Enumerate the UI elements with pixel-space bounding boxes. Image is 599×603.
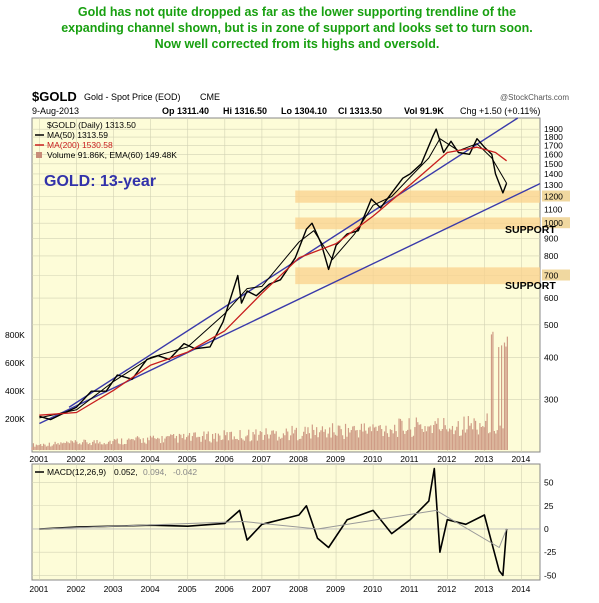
macd-x-tick-label: 2001 <box>29 584 48 594</box>
header-volume: Vol 91.9K <box>404 106 444 116</box>
price-tick-label: 1400 <box>544 169 563 179</box>
macd-x-tick-label: 2009 <box>326 584 345 594</box>
price-tick-label: 300 <box>544 395 558 405</box>
header-high: Hi 1316.50 <box>223 106 267 116</box>
price-tick-label: 700 <box>544 271 558 281</box>
header-name: Gold - Spot Price (EOD) <box>84 92 181 102</box>
volume-axis-label: 200K <box>5 414 25 424</box>
x-tick-label: 2008 <box>289 454 308 464</box>
volume-axis-label: 400K <box>5 386 25 396</box>
legend-ma50: MA(50) 1313.59 <box>47 130 108 140</box>
x-tick-label: 2006 <box>215 454 234 464</box>
price-tick-highlight <box>542 217 570 229</box>
x-tick-label: 2007 <box>252 454 271 464</box>
macd-x-tick-label: 2003 <box>104 584 123 594</box>
header-date: 9-Aug-2013 <box>32 106 79 116</box>
header-low: Lo 1304.10 <box>281 106 327 116</box>
price-tick-label: 1800 <box>544 132 563 142</box>
header-symbol: $GOLD <box>32 89 77 104</box>
price-tick-label: 1200 <box>544 192 563 202</box>
macd-line <box>39 467 508 577</box>
macd-x-tick-label: 2010 <box>363 584 382 594</box>
price-tick-highlight <box>542 190 570 202</box>
ma50-line <box>39 138 508 419</box>
support-band <box>295 217 540 230</box>
macd-x-tick-label: 2005 <box>178 584 197 594</box>
macd-x-tick-label: 2007 <box>252 584 271 594</box>
volume-axis-label: 600K <box>5 358 25 368</box>
price-tick-label: 800 <box>544 251 558 261</box>
price-tick-label: 1600 <box>544 149 563 159</box>
x-tick-label: 2004 <box>141 454 160 464</box>
price-tick-label: 1100 <box>544 204 563 214</box>
macd-label-value: 0.052, <box>114 467 138 477</box>
price-tick-label: 1700 <box>544 140 563 150</box>
macd-x-tick-label: 2013 <box>474 584 493 594</box>
header-exchange: CME <box>200 92 220 102</box>
price-tick-label: 900 <box>544 234 558 244</box>
macd-signal-line <box>39 509 508 548</box>
price-tick-label: 400 <box>544 353 558 363</box>
price-tick-label: 1500 <box>544 159 563 169</box>
price-tick-label: 1900 <box>544 124 563 134</box>
macd-tick-label: 50 <box>544 478 554 488</box>
x-tick-label: 2005 <box>178 454 197 464</box>
x-tick-label: 2014 <box>511 454 530 464</box>
x-tick-label: 2009 <box>326 454 345 464</box>
price-tick-label: 500 <box>544 320 558 330</box>
header-open: Op 1311.40 <box>162 106 209 116</box>
macd-label-signal: 0.094, <box>143 467 167 477</box>
macd-x-tick-label: 2008 <box>289 584 308 594</box>
legend-ma200: MA(200) 1530.58 <box>47 140 113 150</box>
ma200-line <box>39 146 507 416</box>
legend-volume: Volume 91.86K, EMA(60) 149.48K <box>47 150 177 160</box>
macd-x-tick-label: 2011 <box>400 584 419 594</box>
macd-tick-label: -50 <box>544 570 557 580</box>
support-label-1000: SUPPORT <box>505 224 556 236</box>
macd-x-tick-label: 2004 <box>141 584 160 594</box>
price-tick-highlight <box>542 269 570 281</box>
x-tick-label: 2001 <box>29 454 48 464</box>
header-close: Cl 1313.50 <box>338 106 382 116</box>
header-change: Chg +1.50 (+0.11%) <box>460 106 540 116</box>
macd-tick-label: -25 <box>544 547 557 557</box>
x-tick-label: 2012 <box>437 454 456 464</box>
macd-tick-label: 0 <box>544 524 549 534</box>
support-band <box>295 190 540 203</box>
price-tick-label: 1300 <box>544 180 563 190</box>
macd-label-histogram: -0.042 <box>173 467 197 477</box>
macd-label-name: MACD(12,26,9) <box>47 467 106 477</box>
price-tick-label: 600 <box>544 293 558 303</box>
support-band <box>295 267 540 285</box>
macd-tick-label: 25 <box>544 501 554 511</box>
support-label-700: SUPPORT <box>505 280 556 292</box>
price-panel <box>31 117 541 453</box>
x-tick-label: 2011 <box>400 454 419 464</box>
price-legend: $GOLD (Daily) 1313.50 MA(50) 1313.59 MA(… <box>35 120 177 160</box>
macd-legend: MACD(12,26,9) 0.052, 0.094, -0.042 <box>35 467 197 477</box>
macd-x-tick-label: 2002 <box>66 584 85 594</box>
volume-axis-label: 800K <box>5 330 25 340</box>
macd-panel <box>31 463 541 581</box>
stockcharts-credit: @StockCharts.com <box>500 93 569 102</box>
x-tick-label: 2010 <box>363 454 382 464</box>
chart-annotation: Gold has not quite dropped as far as the… <box>61 5 533 51</box>
chart-title: GOLD: 13-year <box>44 173 156 190</box>
macd-x-tick-label: 2006 <box>215 584 234 594</box>
x-tick-label: 2013 <box>474 454 493 464</box>
legend-price: $GOLD (Daily) 1313.50 <box>47 120 136 130</box>
macd-x-tick-label: 2014 <box>511 584 530 594</box>
price-tick-label: 1000 <box>544 218 563 228</box>
x-tick-label: 2003 <box>104 454 123 464</box>
macd-x-tick-label: 2012 <box>437 584 456 594</box>
x-tick-label: 2002 <box>66 454 85 464</box>
legend-volume-swatch <box>36 152 42 158</box>
gold-price-line <box>39 128 508 421</box>
